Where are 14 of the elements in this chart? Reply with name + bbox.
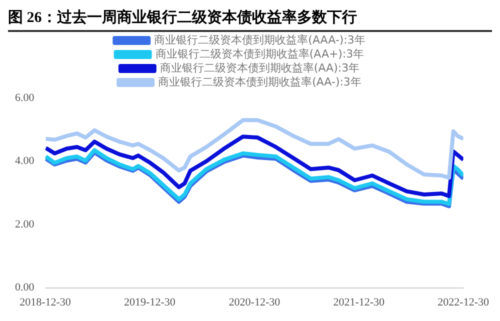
y-tick-label: 4.00 <box>15 155 35 168</box>
x-tick-label: 2021-12-30 <box>333 296 386 308</box>
x-tick-label: 2020-12-30 <box>228 296 281 308</box>
y-tick-label: 0.00 <box>15 282 35 294</box>
chart-title: 图 26：过去一周商业银行二级资本债收益率多数下行 <box>8 8 492 32</box>
x-tick-label: 2019-12-30 <box>124 296 176 308</box>
y-tick-label: 2.00 <box>15 218 35 230</box>
x-tick-label: 2022-12-30 <box>438 296 490 308</box>
y-tick-label: 6.00 <box>15 92 35 104</box>
legend-label: 商业银行二级资本债到期收益率(AAA-):3年 <box>154 33 366 46</box>
legend-label: 商业银行二级资本债到期收益率(AA):3年 <box>160 61 360 74</box>
legend-label: 商业银行二级资本债到期收益率(AA-):3年 <box>158 75 362 88</box>
x-tick-label: 2018-12-30 <box>20 296 72 308</box>
legend-label: 商业银行二级资本债到期收益率(AA+):3年 <box>155 47 364 60</box>
